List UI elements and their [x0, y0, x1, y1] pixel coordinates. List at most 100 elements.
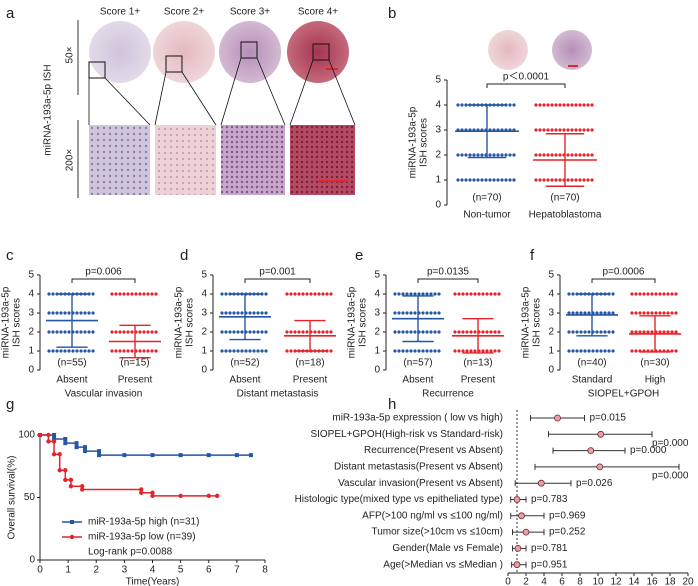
row-label: 50×	[65, 46, 76, 63]
x-tick-label: 14	[628, 577, 640, 586]
p-bracket	[486, 83, 566, 88]
x-tick-label: 8	[577, 577, 583, 586]
y-axis-label: ISH scores	[358, 298, 369, 347]
y-tick-label: 3	[435, 125, 441, 136]
y-tick-label: 1	[374, 346, 380, 357]
x-tick-label: 2	[93, 565, 99, 576]
y-tick-label: 2	[28, 327, 34, 338]
marker	[52, 437, 57, 441]
tissue-zoom	[89, 125, 150, 195]
x-tick-label: 5	[178, 565, 184, 576]
marker	[139, 487, 144, 492]
y-tick-label: 5	[201, 270, 207, 281]
panel-letter: f	[530, 247, 535, 264]
marker	[57, 452, 62, 457]
x-tick-label: 0	[37, 565, 43, 576]
tissue-core	[219, 21, 281, 83]
x-tick-label: Present	[293, 375, 328, 386]
y-tick-label: 0	[28, 365, 34, 376]
y-tick-label: 3	[28, 308, 34, 319]
marker	[139, 490, 144, 495]
tissue-core	[287, 21, 349, 83]
n-label: (n=18)	[295, 358, 324, 369]
tissue-core	[488, 30, 528, 70]
zoom-box	[312, 43, 330, 61]
x-tick-label: 12	[610, 577, 622, 586]
row-label: Vascular invasion(Present vs Absent)	[338, 478, 503, 489]
y-tick-label: 4	[435, 100, 441, 111]
hazard-ratio	[518, 512, 525, 520]
column-label: Score 3+	[230, 7, 270, 18]
panel-letter: e	[355, 247, 363, 264]
x-tick-label: 18	[664, 577, 676, 586]
marker	[206, 453, 211, 458]
x-axis-label: Distant metastasis	[237, 389, 319, 400]
y-tick-label: 1	[28, 346, 34, 357]
marker	[74, 445, 79, 450]
row-label: Gender(Male vs Female)	[392, 543, 503, 554]
n-label: (n=40)	[577, 358, 606, 369]
hazard-ratio	[537, 479, 545, 487]
y-tick-label: 2	[548, 327, 554, 338]
legend-label: miR-193a-5p low (n=39)	[88, 532, 196, 543]
x-tick-label: 8	[262, 565, 268, 576]
y-tick-label: 2	[201, 327, 207, 338]
y-axis-label: miRNA-193a-5p	[1, 286, 12, 358]
panel-letter: g	[6, 396, 14, 413]
p-label: p=0.0135	[427, 267, 469, 278]
marker	[52, 433, 57, 437]
scale-bar	[318, 180, 348, 182]
marker	[51, 439, 57, 444]
x-axis-label: SIOPEL+GPOH	[588, 389, 659, 400]
marker	[214, 493, 220, 499]
marker	[97, 449, 102, 454]
marker	[68, 484, 74, 489]
hazard-ratio	[513, 496, 521, 503]
marker	[74, 441, 79, 446]
y-axis-label: miRNA-193a-5p	[347, 286, 358, 358]
x-tick-label: Absent	[56, 375, 87, 386]
row-label: SIOPEL+GPOH(High-risk vs Standard-risk)	[310, 429, 503, 440]
y-tick-label: 3	[201, 308, 207, 319]
panel-letter: h	[388, 396, 396, 413]
y-tick-label: 2	[435, 150, 441, 161]
x-tick-label: 16	[646, 577, 658, 586]
tissue-core	[89, 21, 151, 83]
x-axis-label: Vascular invasion	[65, 389, 143, 400]
y-tick-label: 3	[548, 308, 554, 319]
annotation: Log-rank p=0.0088	[88, 547, 173, 558]
marker	[63, 437, 68, 441]
x-tick-label: 10	[592, 577, 604, 586]
panel-letter: b	[388, 5, 396, 22]
p-bracket	[244, 278, 311, 283]
n-label: (n=55)	[57, 358, 86, 369]
x-axis-label: Recurrence	[422, 389, 474, 400]
n-label: (n=15)	[120, 358, 149, 369]
row-label: Age(>Median vs ≤Median )	[383, 559, 503, 570]
row-label: Recurrence(Present vs Absent)	[364, 445, 503, 456]
tissue-core	[153, 21, 215, 83]
y-axis-label: miRNA-193a-5p	[174, 286, 185, 358]
p-label: p=0.000	[652, 438, 689, 449]
n-label: (n=13)	[463, 358, 492, 369]
marker	[234, 453, 239, 458]
y-axis-label: ISH scores	[419, 118, 430, 167]
y-tick-label: 50	[24, 492, 36, 503]
y-tick-label: 1	[201, 346, 207, 357]
tissue-zoom	[221, 125, 285, 195]
x-tick-label: 4	[150, 565, 156, 576]
marker	[150, 453, 155, 458]
panel-letter: a	[6, 5, 15, 22]
marker	[63, 468, 68, 473]
hazard-ratio	[596, 463, 604, 471]
y-tick-label: 0	[435, 200, 441, 211]
marker	[46, 439, 51, 444]
x-tick-label: Hepatoblastoma	[529, 210, 602, 221]
panel-b-thumbnails	[488, 30, 592, 70]
y-tick-label: 4	[28, 289, 34, 300]
row-label: 200×	[65, 149, 76, 172]
row-label: Distant metastasis(Present vs Absent)	[334, 462, 503, 473]
marker	[51, 452, 57, 457]
x-tick-label: Non-tumor	[463, 210, 511, 221]
legend-marker	[69, 534, 75, 540]
